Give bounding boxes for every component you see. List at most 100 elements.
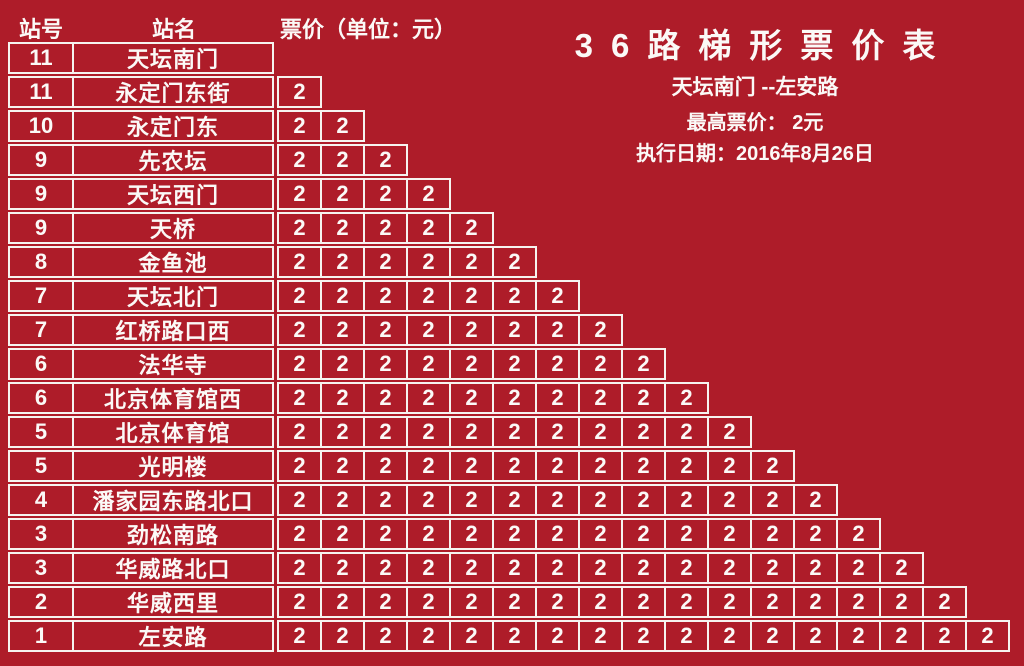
fare-cell: 2 [322, 588, 365, 616]
station-name-cell: 天坛西门 [126, 183, 219, 208]
fare-cell: 2 [709, 452, 752, 480]
fare-cell: 2 [666, 486, 709, 514]
fare-cell: 2 [322, 452, 365, 480]
fare-cell: 2 [809, 487, 822, 512]
station-name-cell: 天坛南门 [126, 47, 219, 72]
fare-cell: 2 [537, 418, 580, 446]
fare-cell: 2 [322, 282, 365, 310]
fare-cell: 2 [451, 316, 494, 344]
station-name-cell: 天桥 [149, 217, 196, 242]
fare-cell: 2 [451, 588, 494, 616]
fare-cell: 2 [279, 214, 322, 242]
fare-cell: 2 [752, 554, 795, 582]
fare-cell: 2 [365, 622, 408, 650]
fare-cell: 2 [537, 622, 580, 650]
fare-cell: 2 [279, 316, 322, 344]
fare-cell: 2 [365, 486, 408, 514]
fare-cell: 2 [494, 350, 537, 378]
station-no-cell: 5 [10, 452, 74, 480]
station-info-box: 9 天坛西门 [8, 178, 274, 210]
fare-cell: 2 [766, 453, 779, 478]
station-row: 5 光明楼 2 2 2 2 2 2 2 2 2 2 2 2 [8, 450, 1010, 482]
station-no-cell: 3 [10, 554, 74, 582]
fare-cell: 2 [408, 248, 451, 276]
fare-cell: 2 [752, 486, 795, 514]
fare-cell: 2 [365, 452, 408, 480]
station-name-cell: 光明楼 [138, 455, 208, 480]
station-row: 6 法华寺 2 2 2 2 2 2 2 2 2 [8, 348, 1010, 380]
effective-date-text: 执行日期：2016年8月26日 [636, 143, 874, 165]
fare-cell: 2 [623, 554, 666, 582]
fare-cell: 2 [881, 622, 924, 650]
fare-cell: 2 [365, 588, 408, 616]
fare-table: 11 天坛南门 11 永定门东街 2 10 永定门东 2 2 9 先农坛 2 2 2 9 天坛西门 2 2 2 2 9 天… [8, 42, 1010, 652]
fare-cell: 2 [408, 316, 451, 344]
station-row: 9 天桥 2 2 2 2 2 [8, 212, 1010, 244]
fare-cell: 2 [293, 79, 306, 104]
fare-cell: 2 [365, 248, 408, 276]
fare-cell: 2 [494, 486, 537, 514]
fare-cell: 2 [795, 588, 838, 616]
fare-cell: 2 [551, 283, 564, 308]
fare-cell: 2 [451, 622, 494, 650]
column-header-station-name: 站名 [151, 17, 196, 42]
station-row: 3 华威路北口 2 2 2 2 2 2 2 2 2 2 2 2 2 2 2 [8, 552, 1010, 584]
fare-cell: 2 [279, 350, 322, 378]
fare-cell: 2 [623, 486, 666, 514]
station-no-cell: 9 [10, 214, 74, 242]
station-info-box: 7 天坛北门 [8, 280, 274, 312]
fare-cell: 2 [709, 622, 752, 650]
fare-cell: 2 [924, 622, 967, 650]
fare-cell: 2 [465, 215, 478, 240]
column-header-station-no: 站号 [18, 17, 63, 42]
fare-cell: 2 [580, 588, 623, 616]
station-info-box: 3 华威路北口 [8, 552, 274, 584]
fare-cell: 2 [580, 622, 623, 650]
station-no-cell: 5 [10, 418, 74, 446]
fare-cell: 2 [537, 316, 580, 344]
fare-cell: 2 [322, 418, 365, 446]
station-no-cell: 4 [10, 486, 74, 514]
station-row: 4 潘家园东路北口 2 2 2 2 2 2 2 2 2 2 2 2 2 [8, 484, 1010, 516]
fare-cell: 2 [580, 520, 623, 548]
fare-cell: 2 [336, 113, 349, 138]
station-info-box: 5 北京体育馆 [8, 416, 274, 448]
fare-cell: 2 [623, 622, 666, 650]
station-no-cell: 11 [10, 44, 74, 72]
fare-cell: 2 [322, 146, 365, 174]
column-header-fare-unit: 票价（单位：元） [280, 17, 457, 42]
station-row: 2 华威西里 2 2 2 2 2 2 2 2 2 2 2 2 2 2 2 2 [8, 586, 1010, 618]
fare-cell: 2 [537, 486, 580, 514]
station-info-box: 7 红桥路口西 [8, 314, 274, 346]
fare-cell: 2 [408, 418, 451, 446]
fare-cell: 2 [322, 248, 365, 276]
station-info-box: 5 光明楼 [8, 450, 274, 482]
fare-cell: 2 [537, 554, 580, 582]
station-no-cell: 2 [10, 588, 74, 616]
station-name-cell: 华威路北口 [115, 557, 231, 582]
station-no-cell: 1 [10, 622, 74, 650]
fare-cell: 2 [365, 214, 408, 242]
station-no-cell: 3 [10, 520, 74, 548]
fare-cell: 2 [666, 520, 709, 548]
fare-cell: 2 [279, 384, 322, 412]
fare-cell: 2 [494, 316, 537, 344]
station-info-box: 6 北京体育馆西 [8, 382, 274, 414]
station-name-cell: 红桥路口西 [115, 319, 231, 344]
station-info-box: 4 潘家园东路北口 [8, 484, 274, 516]
fare-cell: 2 [379, 147, 392, 172]
fare-cell: 2 [666, 418, 709, 446]
fare-cell: 2 [451, 248, 494, 276]
station-name-cell: 左安路 [138, 625, 208, 650]
station-row: 11 天坛南门 [8, 42, 1010, 74]
max-fare-text: 最高票价： 2元 [686, 112, 824, 134]
fare-cell: 2 [709, 520, 752, 548]
fare-cell: 2 [494, 588, 537, 616]
fare-cell: 2 [795, 622, 838, 650]
fare-cell: 2 [451, 452, 494, 480]
